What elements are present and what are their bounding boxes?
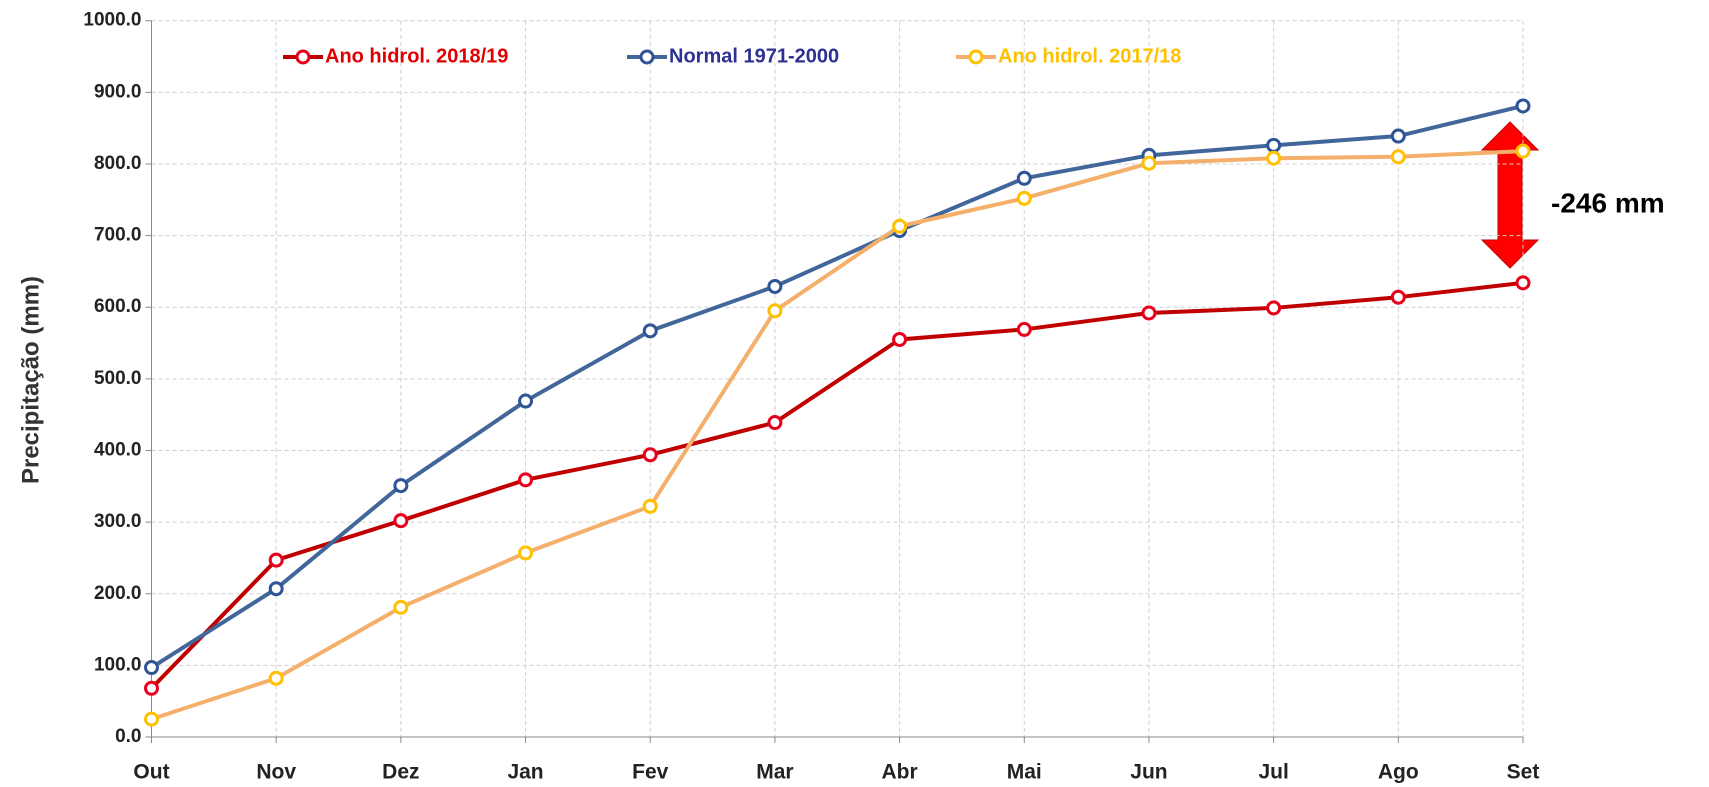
data-point <box>642 447 658 463</box>
y-tick-label: 0.0 <box>115 726 141 747</box>
data-point <box>1515 275 1531 291</box>
data-point <box>892 218 908 234</box>
y-tick-label: 600.0 <box>94 296 142 317</box>
data-point <box>1016 321 1032 337</box>
data-point <box>1390 289 1406 305</box>
data-point <box>767 415 783 431</box>
x-tick-label: Ago <box>1378 761 1419 784</box>
y-tick-label: 300.0 <box>94 511 142 532</box>
data-point <box>268 581 284 597</box>
data-point <box>1515 143 1531 159</box>
x-tick-label: Nov <box>256 761 296 784</box>
y-tick-label: 800.0 <box>94 153 142 174</box>
data-point <box>144 660 159 676</box>
x-tick-label: Fev <box>632 761 669 784</box>
data-point <box>1141 155 1157 171</box>
data-point <box>144 680 159 696</box>
y-axis-label: Precipitação (mm) <box>17 276 44 484</box>
data-point <box>892 331 908 347</box>
legend-marker <box>639 49 655 65</box>
data-point <box>518 393 534 409</box>
x-tick-label: Set <box>1507 761 1540 784</box>
data-point <box>268 670 284 686</box>
data-point <box>1515 98 1531 114</box>
y-tick-label: 700.0 <box>94 225 142 246</box>
data-point <box>1390 149 1406 165</box>
data-point <box>767 278 783 294</box>
x-tick-label: Mai <box>1007 761 1042 784</box>
y-tick-label: 1000.0 <box>83 10 141 31</box>
series-line <box>150 280 1524 690</box>
y-tick-label: 200.0 <box>94 583 142 604</box>
difference-arrow <box>1480 121 1540 269</box>
x-tick-label: Jun <box>1130 761 1167 784</box>
x-tick-label: Mar <box>756 761 793 784</box>
data-point <box>1016 190 1032 206</box>
legend-label: Ano hidrol. 2017/18 <box>998 45 1181 67</box>
legend-marker <box>295 49 311 65</box>
data-point <box>268 552 284 568</box>
legend-marker <box>968 49 984 65</box>
x-tick-label: Abr <box>882 761 918 784</box>
legend-label: Ano hidrol. 2018/19 <box>325 45 508 67</box>
y-tick-label: 900.0 <box>94 81 142 102</box>
data-point <box>1266 300 1282 316</box>
data-point <box>518 545 534 561</box>
legend-label: Normal 1971-2000 <box>669 45 839 67</box>
data-point <box>1266 150 1282 166</box>
data-point <box>393 513 409 529</box>
data-point <box>1016 170 1032 186</box>
y-tick-label: 500.0 <box>94 368 142 389</box>
data-point <box>1390 128 1406 144</box>
y-tick-label: 100.0 <box>94 654 142 675</box>
series-line <box>150 149 1524 721</box>
data-point <box>393 478 409 494</box>
x-tick-label: Out <box>133 761 169 784</box>
data-point <box>1141 305 1157 321</box>
y-tick-label: 400.0 <box>94 439 142 460</box>
x-tick-label: Dez <box>382 761 419 784</box>
x-tick-label: Jan <box>507 761 543 784</box>
data-point <box>144 711 159 727</box>
series-line <box>150 103 1524 670</box>
data-point <box>518 472 534 488</box>
data-point <box>767 303 783 319</box>
data-point <box>1266 137 1282 153</box>
data-point <box>393 599 409 615</box>
annotation: -246 mm <box>1551 187 1665 218</box>
data-point <box>642 323 658 339</box>
data-point <box>642 498 658 514</box>
x-tick-label: Jul <box>1258 761 1288 784</box>
